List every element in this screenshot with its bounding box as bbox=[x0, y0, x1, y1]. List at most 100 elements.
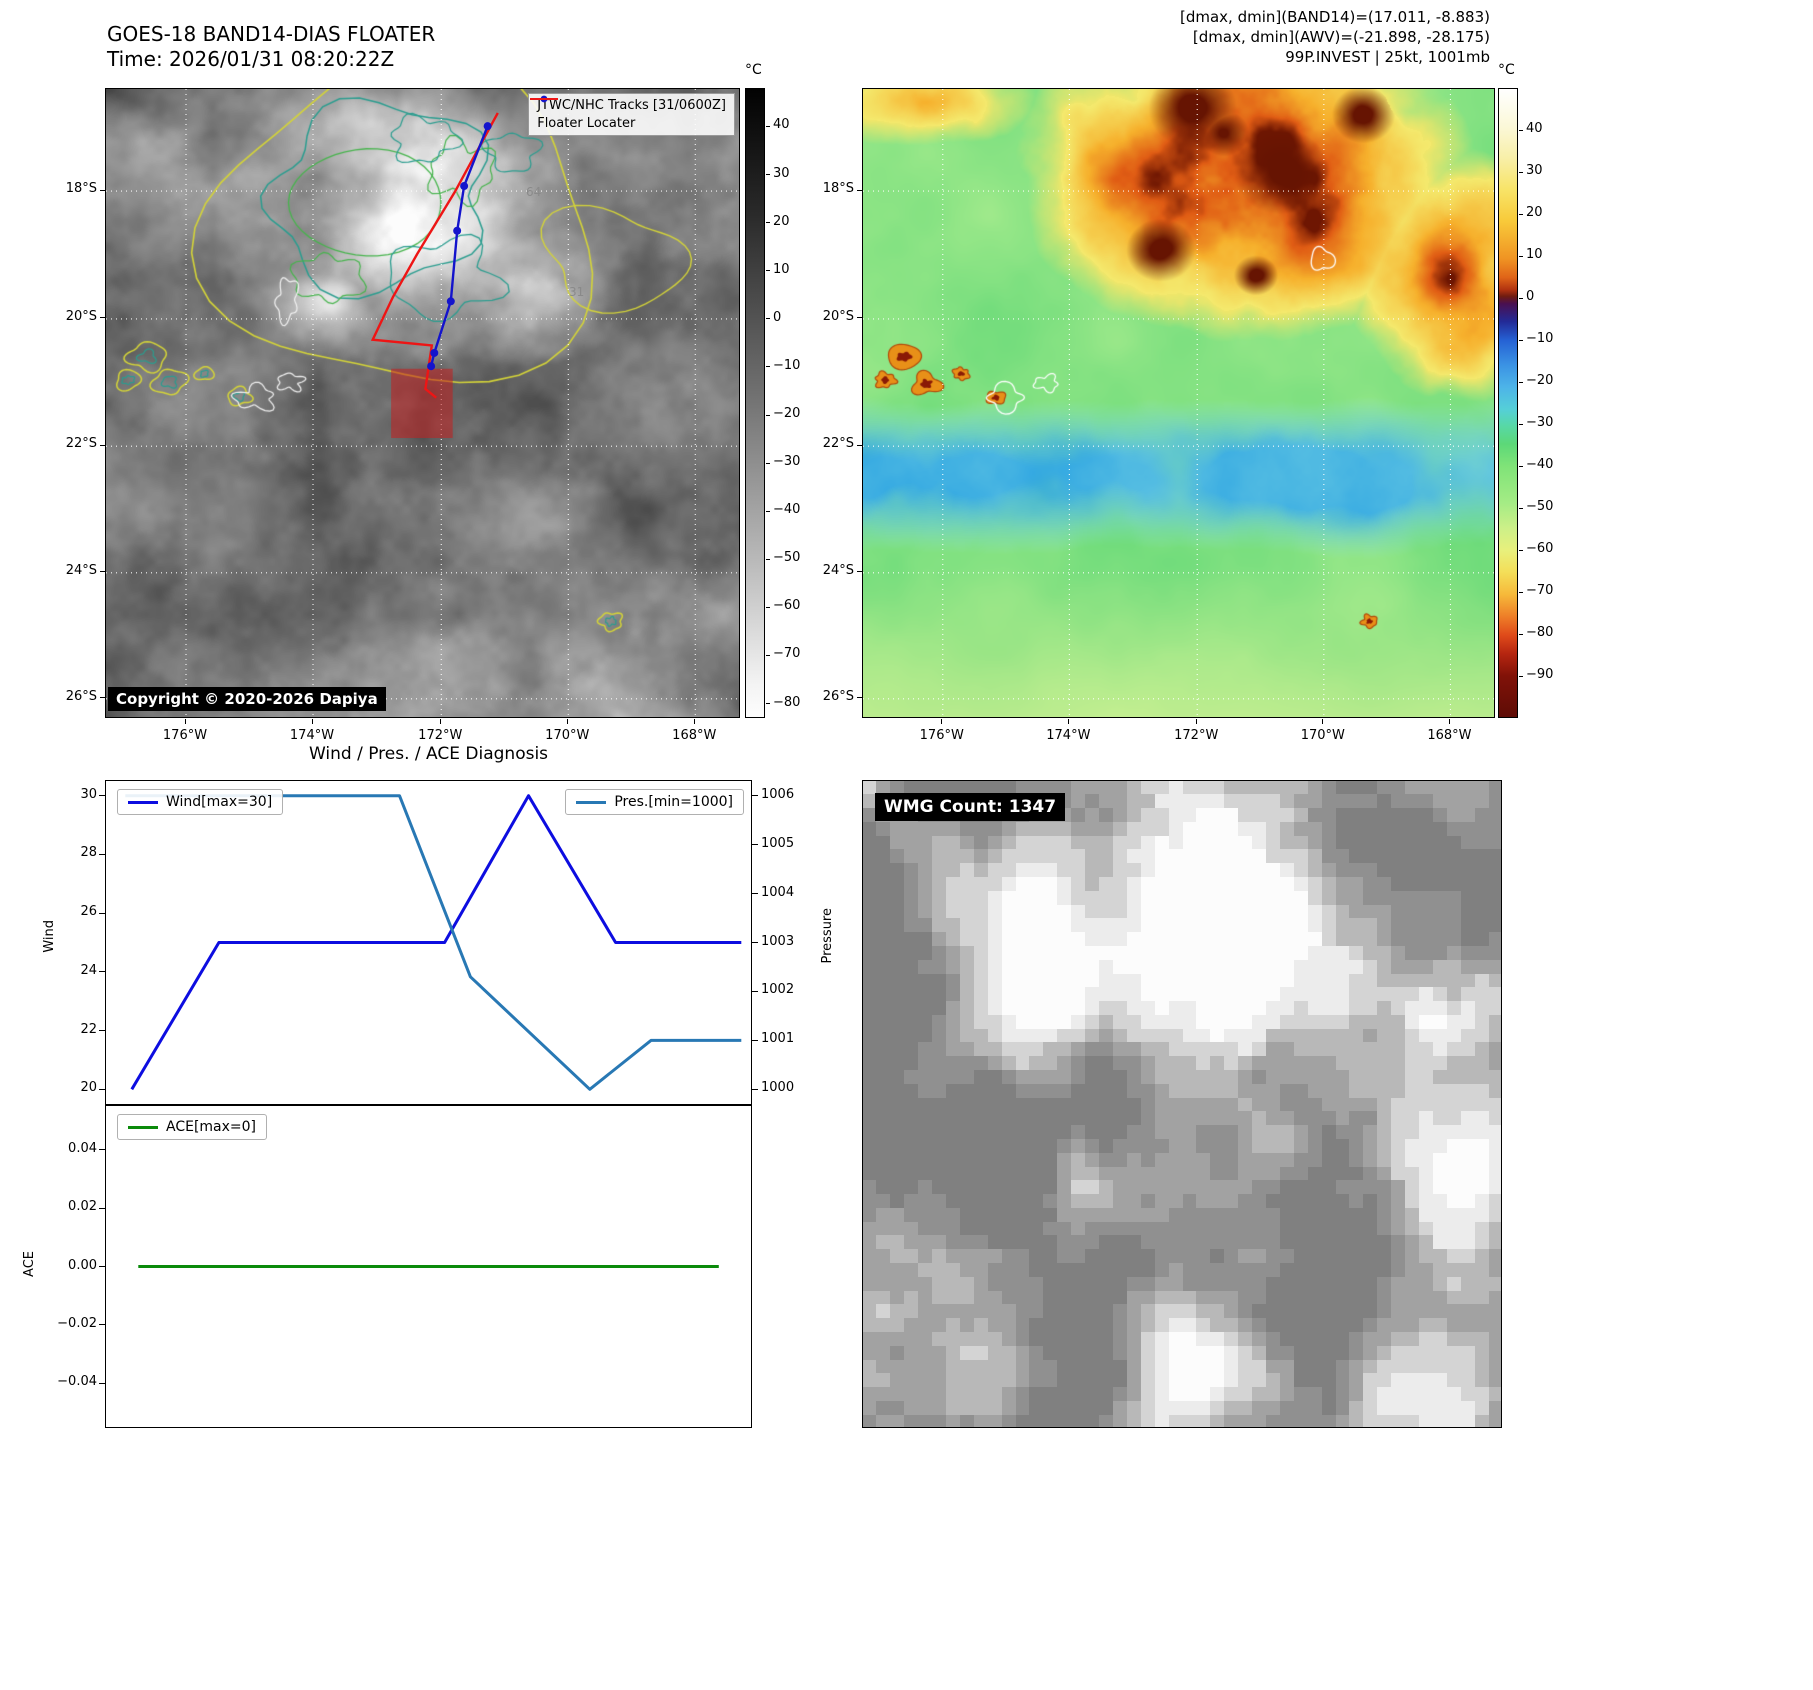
tl-cbar-tick-label: −30 bbox=[773, 454, 801, 470]
tl-lon-tickmark bbox=[439, 719, 441, 724]
tl-cbar-tickmark bbox=[766, 703, 770, 705]
tr-cbar-tick-label: −20 bbox=[1526, 373, 1554, 388]
wind-pressure-chart bbox=[105, 780, 752, 1105]
tr-cbar-tickmark bbox=[1519, 423, 1523, 425]
tl-lon-tick-label: 170°W bbox=[545, 728, 590, 743]
tl-lon-tickmark bbox=[184, 719, 186, 724]
tl-lat-tick-label: 18°S bbox=[65, 181, 97, 197]
tl-lat-tick-label: 24°S bbox=[65, 562, 97, 578]
tr-header-line-3: 99P.INVEST | 25kt, 1001mb bbox=[1285, 48, 1490, 66]
wind-pres-series-line-0 bbox=[130, 794, 742, 1091]
pres-legend-label: Pres.[min=1000] bbox=[614, 794, 733, 810]
tr-cbar-tickmark bbox=[1519, 591, 1523, 593]
wind-pres-right-tick-label: 1006 bbox=[761, 786, 795, 802]
tr-lon-tick-label: 170°W bbox=[1300, 728, 1345, 743]
tl-cbar-tick-label: −20 bbox=[773, 406, 801, 422]
floater-track-line bbox=[370, 112, 499, 399]
bl-chart-title: Wind / Pres. / ACE Diagnosis bbox=[308, 744, 549, 764]
tl-lat-tick-label: 20°S bbox=[65, 308, 97, 324]
br-pixelated-image bbox=[863, 781, 1501, 1427]
tl-lat-tickmark bbox=[100, 571, 105, 573]
tl-cbar-tickmark bbox=[766, 318, 770, 320]
tl-lon-tick-label: 172°W bbox=[418, 728, 463, 743]
tr-grid-overlay bbox=[863, 89, 1494, 717]
ace-left-tickmark bbox=[99, 1324, 105, 1326]
wind-pres-series-line-1 bbox=[125, 794, 742, 1091]
jtwc-track-point bbox=[430, 348, 439, 357]
tl-cbar-tickmark bbox=[766, 462, 770, 464]
tl-cbar-tick-label: −80 bbox=[773, 694, 801, 710]
tr-cbar-tick-label: 10 bbox=[1526, 247, 1543, 262]
tr-cbar-tickmark bbox=[1519, 255, 1523, 257]
br-panel: WMG Count: 1347 bbox=[862, 780, 1502, 1428]
tr-cbar-tick-label: −80 bbox=[1526, 625, 1554, 640]
wind-pres-left-tick-label: 20 bbox=[80, 1080, 97, 1096]
pres-legend: Pres.[min=1000] bbox=[565, 789, 744, 815]
wind-legend-label: Wind[max=30] bbox=[166, 794, 273, 810]
ace-left-tick-label: 0.02 bbox=[68, 1199, 97, 1215]
tl-cbar-tick-label: −10 bbox=[773, 357, 801, 373]
ace-plot bbox=[138, 1265, 719, 1268]
tl-lat-tickmark bbox=[100, 189, 105, 191]
tl-cbar-tickmark bbox=[766, 366, 770, 368]
tr-cbar-tickmark bbox=[1519, 213, 1523, 215]
tl-cbar-tickmark bbox=[766, 510, 770, 512]
tr-cbar-tickmark bbox=[1519, 633, 1523, 635]
tl-lat-tick-label: 22°S bbox=[65, 436, 97, 452]
tr-lat-tick-label: 24°S bbox=[822, 562, 854, 578]
wind-pres-right-tickmark bbox=[752, 1039, 758, 1041]
tr-cbar-tickmark bbox=[1519, 129, 1523, 131]
tr-cbar-tickmark bbox=[1519, 465, 1523, 467]
tl-lon-tickmark bbox=[566, 719, 568, 724]
tr-lat-tick-label: 18°S bbox=[822, 181, 854, 197]
tl-lon-tick-label: 168°W bbox=[672, 728, 717, 743]
tr-cbar-tick-label: −30 bbox=[1526, 415, 1554, 430]
tl-cbar-tickmark bbox=[766, 558, 770, 560]
wind-pres-left-tickmark bbox=[99, 795, 105, 797]
tr-lat-tick-label: 20°S bbox=[822, 308, 854, 324]
tl-legend: JTWC/NHC Tracks [31/0600Z] Floater Locat… bbox=[528, 93, 735, 136]
tl-map: 64 31 JTWC/NHC Tracks [31/0600Z] Floater… bbox=[105, 88, 740, 718]
wind-pres-left-tickmark bbox=[99, 912, 105, 914]
tl-cbar-tick-label: −50 bbox=[773, 550, 801, 566]
wind-pres-left-tick-label: 30 bbox=[80, 786, 97, 802]
tr-lon-tickmark bbox=[1448, 719, 1450, 724]
ace-line-icon bbox=[128, 1125, 158, 1129]
tr-cbar-tickmark bbox=[1519, 339, 1523, 341]
tr-lat-tickmark bbox=[857, 571, 862, 573]
tl-colorbar bbox=[745, 88, 765, 718]
wind-pres-left-tickmark bbox=[99, 853, 105, 855]
wind-pres-left-tickmark bbox=[99, 1088, 105, 1090]
tl-subtitle: Time: 2026/01/31 08:20:22Z bbox=[107, 47, 395, 71]
jtwc-track-point bbox=[483, 122, 492, 131]
wind-pres-left-tick-label: 28 bbox=[80, 845, 97, 861]
tl-cbar-tickmark bbox=[766, 174, 770, 176]
tr-lon-tickmark bbox=[941, 719, 943, 724]
wind-pres-right-tickmark bbox=[752, 795, 758, 797]
tl-cbar-tick-label: 10 bbox=[773, 261, 790, 277]
tl-cbar-tick-label: −40 bbox=[773, 502, 801, 518]
wind-pres-left-tickmark bbox=[99, 971, 105, 973]
tr-cbar-tick-label: −60 bbox=[1526, 541, 1554, 556]
ace-chart bbox=[105, 1105, 752, 1428]
tl-cbar-tickmark bbox=[766, 606, 770, 608]
pres-line-icon bbox=[576, 800, 607, 804]
ace-left-tick-label: −0.02 bbox=[57, 1315, 97, 1331]
tl-cbar-tickmark bbox=[766, 125, 770, 127]
tl-title: GOES-18 BAND14-DIAS FLOATER bbox=[107, 22, 436, 46]
wind-pres-left-tick-label: 26 bbox=[80, 904, 97, 920]
tl-grid-track-overlay bbox=[106, 89, 739, 717]
wind-pres-left-tick-label: 24 bbox=[80, 962, 97, 978]
tr-cbar-tickmark bbox=[1519, 549, 1523, 551]
tr-cbar-tickmark bbox=[1519, 171, 1523, 173]
legend-row-floater: Floater Locater bbox=[530, 98, 726, 131]
wind-legend: Wind[max=30] bbox=[117, 789, 284, 815]
jtwc-track-point bbox=[460, 182, 469, 191]
tr-header-line-1: [dmax, dmin](BAND14)=(17.011, -8.883) bbox=[1179, 8, 1490, 26]
tl-cbar-tickmark bbox=[766, 270, 770, 272]
tr-cbar-tick-label: 0 bbox=[1526, 289, 1535, 304]
tr-cbar-tickmark bbox=[1519, 297, 1523, 299]
tl-cbar-tick-label: −70 bbox=[773, 646, 801, 662]
tr-lon-tick-label: 168°W bbox=[1427, 728, 1472, 743]
tr-lat-tick-label: 26°S bbox=[822, 688, 854, 704]
